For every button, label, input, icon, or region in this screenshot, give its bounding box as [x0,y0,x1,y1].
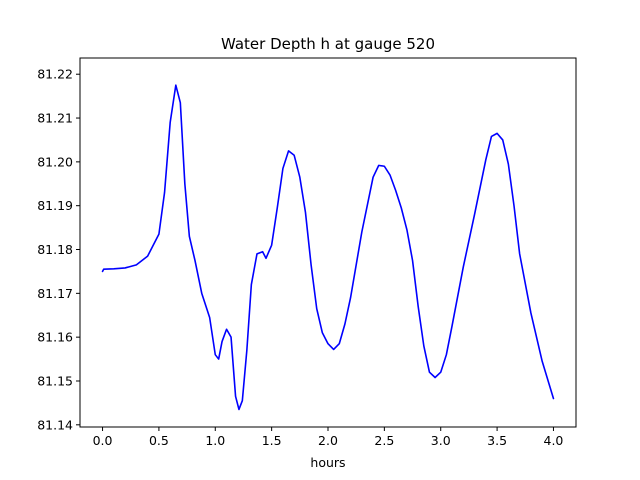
x-axis: 0.0 0.5 1.0 1.5 2.0 2.5 3.0 3.5 4.0 [93,427,564,448]
x-tick-label: 3.5 [487,433,507,448]
x-tick-label: 3.0 [431,433,451,448]
x-tick-label: 0.0 [93,433,113,448]
y-tick-label: 81.19 [37,198,73,213]
y-tick-label: 81.15 [37,373,73,388]
series-line [101,84,555,411]
x-axis-label: hours [310,455,345,470]
y-tick-label: 81.22 [37,67,73,82]
y-tick-label: 81.21 [37,111,73,126]
x-tick-label: 2.5 [374,433,394,448]
x-tick-label: 4.0 [544,433,564,448]
y-tick-label: 81.18 [37,242,73,257]
x-tick-label: 2.0 [318,433,338,448]
y-tick-label: 81.20 [37,154,73,169]
y-tick-label: 81.17 [37,286,73,301]
y-tick-label: 81.16 [37,330,73,345]
y-tick-label: 81.14 [37,417,73,432]
chart-title: Water Depth h at gauge 520 [221,35,435,53]
x-tick-label: 0.5 [149,433,169,448]
x-tick-label: 1.0 [205,433,225,448]
x-tick-label: 1.5 [262,433,282,448]
y-axis: 81.14 81.15 81.16 81.17 81.18 81.19 81.20 81.21… [37,67,80,432]
